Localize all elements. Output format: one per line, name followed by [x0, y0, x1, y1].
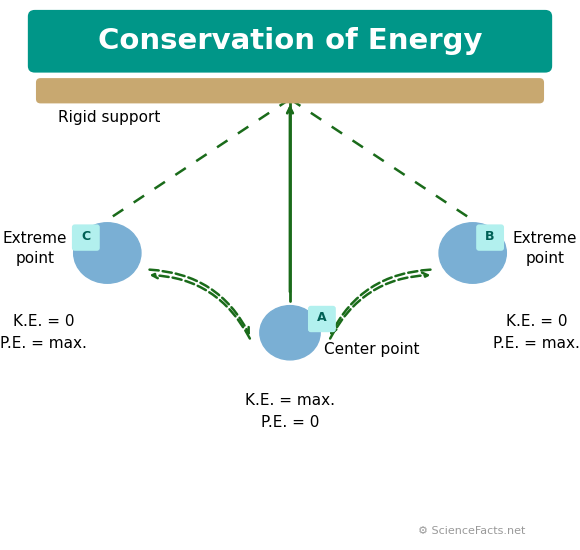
Text: Extreme
point: Extreme point	[2, 231, 67, 266]
Text: A: A	[317, 311, 327, 324]
Text: K.E. = 0: K.E. = 0	[506, 314, 567, 328]
FancyBboxPatch shape	[476, 224, 504, 251]
FancyBboxPatch shape	[28, 10, 552, 73]
Text: Conservation of Energy: Conservation of Energy	[98, 27, 482, 54]
FancyBboxPatch shape	[36, 78, 544, 103]
Text: Center point: Center point	[324, 342, 419, 357]
Text: B: B	[485, 230, 495, 243]
Text: Rigid support: Rigid support	[58, 110, 161, 125]
Text: K.E. = 0: K.E. = 0	[13, 314, 74, 328]
Text: K.E. = max.: K.E. = max.	[245, 393, 335, 408]
Text: C: C	[81, 230, 90, 243]
Text: P.E. = max.: P.E. = max.	[493, 336, 580, 350]
FancyBboxPatch shape	[72, 224, 100, 251]
Ellipse shape	[74, 223, 141, 283]
Ellipse shape	[439, 223, 506, 283]
Text: P.E. = max.: P.E. = max.	[0, 336, 87, 350]
Text: P.E. = 0: P.E. = 0	[261, 415, 319, 430]
FancyBboxPatch shape	[308, 306, 336, 332]
Text: Extreme
point: Extreme point	[513, 231, 578, 266]
Text: ⚙ ScienceFacts.net: ⚙ ScienceFacts.net	[418, 526, 525, 536]
Ellipse shape	[260, 306, 320, 360]
